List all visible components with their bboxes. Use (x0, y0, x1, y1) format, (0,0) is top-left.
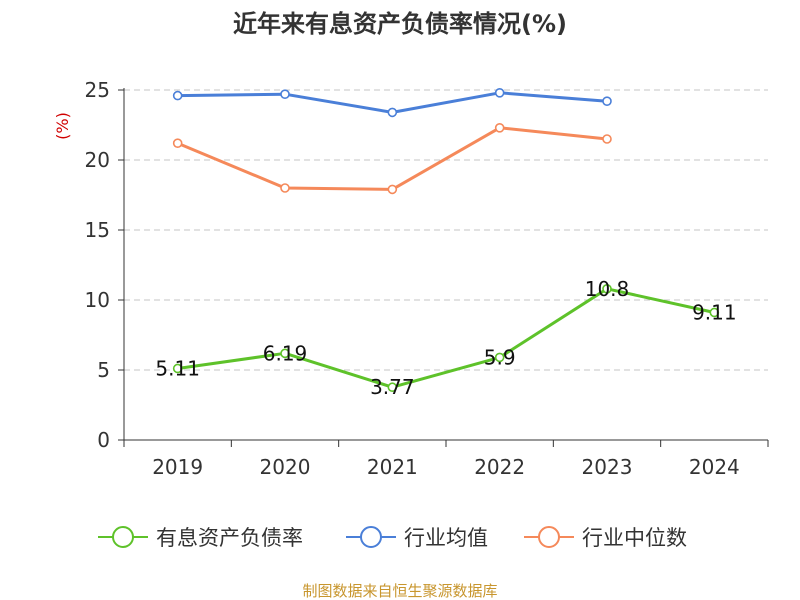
legend-swatch-marker-1 (360, 526, 382, 548)
data-label-2020: 6.19 (263, 341, 308, 365)
series-0-point-2024 (709, 307, 720, 318)
x-tick-label-2022: 2022 (474, 455, 525, 479)
data-labels: 5.11 6.19 3.77 5.9 10.8 9.11 (155, 277, 736, 399)
y-axis-unit: (%) (53, 112, 72, 140)
series-0-point-2020 (280, 348, 290, 359)
legend-item-0[interactable]: 有息资产负债率 (98, 526, 303, 550)
legend-label-0: 有息资产负债率 (156, 526, 303, 550)
y-tick-label-20: 20 (85, 148, 110, 172)
data-label-2019: 5.11 (155, 356, 200, 380)
series-1-point-2020 (280, 89, 290, 99)
series-1-point-2022 (494, 88, 505, 98)
series-0-point-2021 (387, 382, 398, 393)
grid (124, 89, 768, 371)
legend-item-2[interactable]: 行业中位数 (524, 526, 687, 550)
series-2-point-2022 (494, 123, 505, 133)
data-label-2021: 3.77 (370, 375, 415, 399)
series-2-point-2019 (172, 138, 183, 148)
legend-label-1: 行业均值 (404, 526, 488, 550)
series-group (172, 88, 720, 393)
series-1-point-2021 (387, 107, 398, 118)
legend-item-1[interactable]: 行业均值 (346, 526, 488, 550)
y-tick-label-15: 15 (85, 218, 110, 242)
x-tick-label-2019: 2019 (152, 455, 203, 479)
y-tick-label-5: 5 (97, 358, 110, 382)
x-tick-label-2023: 2023 (582, 455, 633, 479)
y-tick-label-25: 25 (85, 78, 110, 102)
legend-label-2: 行业中位数 (582, 526, 687, 550)
series-0-point-2023 (602, 283, 612, 294)
series-2-point-2020 (280, 183, 290, 193)
legend-swatch-marker-0 (112, 526, 134, 548)
series-1-point-2023 (602, 96, 612, 106)
x-tick-label-2020: 2020 (260, 455, 311, 479)
series-2-point-2023 (602, 134, 612, 144)
legend-swatch-marker-2 (538, 526, 560, 548)
data-label-2024: 9.11 (692, 300, 737, 324)
series-line-0 (177, 287, 715, 389)
series-0-point-2022 (494, 352, 505, 363)
axes: 0 5 10 15 20 25 2019 2020 2021 2022 2023 2024 (85, 78, 769, 479)
x-tick-label-2024: 2024 (689, 455, 740, 479)
series-0-point-2019 (172, 363, 183, 374)
legend[interactable]: 有息资产负债率 行业均值 行业中位数 (98, 526, 687, 550)
series-line-2 (177, 126, 608, 191)
chart-title: 近年来有息资产负债率情况(%) (233, 10, 567, 38)
source-note: 制图数据来自恒生聚源数据库 (302, 582, 497, 600)
series-1-point-2019 (172, 90, 183, 101)
data-label-2022: 5.9 (484, 345, 516, 369)
y-tick-label-0: 0 (97, 428, 110, 452)
data-label-2023: 10.8 (585, 277, 630, 301)
y-tick-label-10: 10 (85, 288, 110, 312)
x-tick-label-2021: 2021 (367, 455, 418, 479)
series-2-point-2021 (387, 184, 398, 195)
